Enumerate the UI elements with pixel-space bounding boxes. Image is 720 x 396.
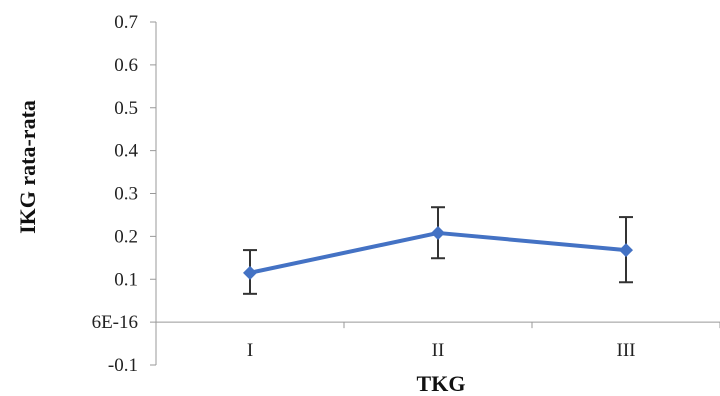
data-point [619, 243, 633, 258]
y-tick-labels: 0.7 0.6 0.5 0.4 0.3 0.2 0.1 6E-16 -0.1 [92, 12, 139, 376]
y-tick-label: 0.3 [114, 184, 138, 205]
x-tick-label: II [432, 340, 445, 361]
x-tick-labels: I II III [247, 340, 636, 361]
y-tick-label: 0.2 [114, 226, 138, 247]
error-bars [243, 206, 633, 295]
series-layer [243, 225, 633, 280]
y-axis-title: IKG rata-rata [15, 100, 40, 234]
data-point [243, 265, 257, 280]
y-tick-label: 0.4 [114, 141, 138, 162]
y-tick-label: 0.7 [114, 12, 138, 33]
y-tick-label: 6E-16 [92, 312, 138, 333]
y-tick-label: 0.5 [114, 98, 138, 119]
axes [150, 21, 720, 366]
y-tick-label: 0.6 [114, 55, 138, 76]
x-axis-title: TKG [417, 371, 466, 396]
y-tick-label: -0.1 [108, 355, 138, 376]
y-tick-label: 0.1 [114, 269, 138, 290]
data-point [431, 225, 445, 240]
x-tick-label: I [247, 340, 253, 361]
x-tick-label: III [617, 340, 636, 361]
